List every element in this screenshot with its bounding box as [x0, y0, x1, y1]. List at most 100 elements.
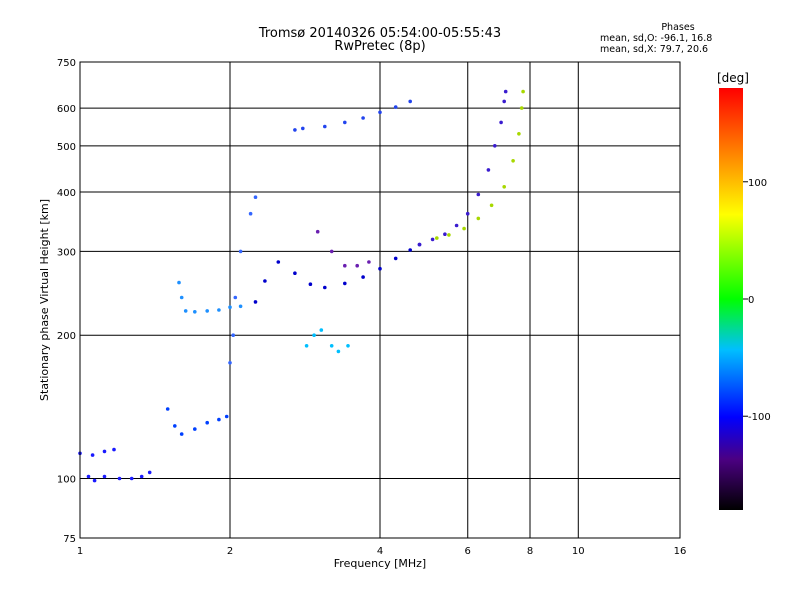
data-point: [315, 229, 320, 234]
data-point: [329, 249, 334, 254]
data-point: [393, 256, 398, 261]
data-point: [393, 105, 398, 109]
data-point: [521, 89, 525, 94]
data-point: [430, 237, 435, 242]
phase-stats: Phases mean, sd,O: -96.1, 16.8 mean, sd,…: [600, 22, 728, 55]
data-point: [102, 474, 107, 479]
colorbar-ticks: 100 0 -100: [743, 178, 771, 423]
data-point: [367, 260, 371, 264]
phase-stats-x: mean, sd,X: 79.7, 20.6: [600, 44, 709, 55]
data-point: [301, 126, 305, 131]
data-point: [417, 242, 422, 247]
data-point: [408, 248, 413, 252]
data-point: [92, 478, 97, 483]
data-point: [476, 192, 481, 197]
colorbar-label: [deg]: [717, 71, 749, 85]
x-axis-label: Frequency [MHz]: [334, 557, 426, 570]
x-tick-label: 8: [527, 546, 533, 557]
data-point: [238, 304, 243, 309]
data-point: [253, 300, 258, 304]
x-tick-label: 10: [572, 546, 585, 557]
phase-stats-heading: Phases: [661, 22, 695, 33]
x-tick-label: 4: [377, 546, 383, 557]
colorbar-tick-label: 100: [748, 178, 767, 189]
y-tick-label: 600: [57, 104, 76, 115]
data-point: [343, 120, 347, 125]
data-point: [228, 361, 232, 365]
plot-frame: [79, 61, 681, 539]
data-point: [346, 344, 350, 348]
colorbar: [719, 88, 743, 510]
data-point: [517, 132, 521, 136]
data-point: [193, 310, 197, 314]
data-point: [465, 211, 470, 216]
data-point: [112, 447, 116, 452]
data-point: [462, 226, 466, 231]
data-point: [511, 159, 515, 163]
data-point: [173, 424, 177, 428]
data-point: [224, 414, 229, 419]
data-point: [499, 120, 503, 125]
chart-subtitle: RwPretec (8p): [334, 39, 426, 54]
data-point: [147, 470, 152, 475]
y-tick-label: 200: [57, 331, 76, 342]
y-tick-label: 75: [63, 534, 76, 545]
x-tick-label: 1: [77, 546, 83, 557]
data-point: [183, 309, 188, 313]
data-point: [248, 211, 253, 216]
y-axis-label: Stationary phase Virtual Height [km]: [38, 199, 51, 401]
grid-lines: [80, 62, 680, 538]
data-point: [312, 333, 316, 338]
y-tick-label: 300: [57, 247, 76, 258]
data-point: [361, 275, 365, 279]
data-point: [129, 476, 134, 481]
data-point: [177, 280, 181, 285]
data-point: [86, 474, 91, 479]
y-tick-label: 400: [57, 188, 76, 199]
data-point: [361, 116, 365, 120]
data-point: [179, 295, 184, 300]
phase-stats-o: mean, sd,O: -96.1, 16.8: [600, 33, 713, 44]
data-point: [493, 144, 497, 148]
data-point: [503, 89, 508, 94]
x-tick-label: 16: [674, 546, 687, 557]
data-point: [102, 449, 107, 454]
axis-ticks: 1 2 4 6 8 10 16 75 100 200 300 400 500 600 750: [57, 58, 686, 557]
data-point: [435, 236, 439, 240]
data-point: [486, 168, 491, 172]
data-point: [117, 476, 122, 481]
data-point: [253, 195, 258, 199]
data-point: [217, 417, 221, 422]
colorbar-tick-label: 0: [748, 295, 754, 306]
data-point: [336, 349, 341, 354]
data-point: [293, 271, 297, 276]
data-point: [193, 427, 197, 431]
data-point: [90, 453, 95, 457]
colorbar-tick-label: -100: [748, 412, 771, 423]
data-point: [378, 266, 382, 271]
data-point: [233, 295, 238, 300]
data-point: [217, 308, 221, 312]
data-point: [408, 99, 413, 104]
data-point: [343, 263, 347, 268]
data-point: [308, 282, 313, 287]
data-point: [329, 344, 334, 348]
data-point: [519, 106, 524, 110]
data-point: [502, 99, 507, 104]
chart-title: Tromsø 20140326 05:54:00-05:55:43: [258, 26, 502, 41]
y-tick-label: 500: [57, 142, 76, 153]
data-point: [447, 233, 451, 237]
data-point: [489, 203, 494, 208]
data-point: [454, 223, 459, 228]
data-point: [165, 407, 170, 411]
data-point: [476, 216, 481, 221]
data-point: [319, 328, 324, 332]
data-point: [355, 263, 360, 268]
data-point: [293, 128, 297, 132]
y-tick-label: 100: [57, 475, 76, 486]
data-point: [443, 232, 447, 236]
x-tick-label: 2: [227, 546, 233, 557]
x-tick-label: 6: [465, 546, 471, 557]
data-point: [378, 110, 382, 115]
